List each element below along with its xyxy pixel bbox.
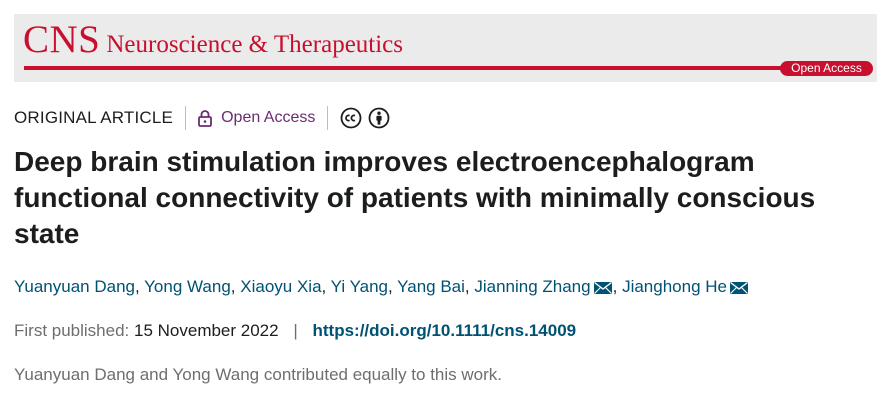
- article-type: ORIGINAL ARTICLE: [14, 108, 174, 127]
- author-link[interactable]: Yuanyuan Dang: [14, 277, 135, 296]
- journal-title: CNS Neuroscience & Therapeutics: [23, 17, 403, 62]
- journal-abbreviation: CNS: [23, 18, 101, 61]
- author-separator: ,: [135, 277, 145, 296]
- author-separator: ,: [230, 277, 241, 296]
- author-separator: ,: [388, 277, 398, 296]
- author-link[interactable]: Jianghong He: [622, 277, 727, 296]
- first-published-date: 15 November 2022: [134, 321, 279, 340]
- doi-link[interactable]: https://doi.org/10.1111/cns.14009: [312, 321, 577, 340]
- divider: [185, 106, 187, 130]
- journal-name: Neuroscience & Therapeutics: [106, 31, 404, 58]
- open-access-badge: Open Access: [780, 61, 873, 76]
- article-title: Deep brain stimulation improves electroe…: [14, 146, 816, 249]
- by-attribution-icon[interactable]: [368, 107, 390, 129]
- open-access-text: Open Access: [221, 109, 316, 126]
- author-link[interactable]: Yi Yang: [330, 277, 389, 296]
- author-link[interactable]: Yong Wang: [144, 277, 231, 296]
- envelope-icon[interactable]: [593, 281, 613, 295]
- article-meta-row: ORIGINAL ARTICLE Open Access: [14, 104, 390, 132]
- cc-icon[interactable]: [340, 107, 362, 129]
- publication-info: First published: 15 November 2022 | http…: [14, 319, 576, 343]
- lock-icon: [198, 110, 212, 127]
- journal-banner[interactable]: CNS Neuroscience & Therapeutics Open Acce…: [14, 14, 877, 82]
- author-link[interactable]: Xiaoyu Xia: [240, 277, 322, 296]
- banner-divider: [24, 66, 804, 70]
- author-list: Yuanyuan Dang, Yong Wang, Xiaoyu Xia, Yi…: [14, 275, 749, 299]
- open-access-label: Open Access: [198, 109, 315, 127]
- author-separator: ,: [321, 277, 331, 296]
- separator: |: [293, 321, 298, 340]
- author-separator: ,: [612, 277, 623, 296]
- divider: [327, 106, 329, 130]
- first-published-label: First published:: [14, 321, 134, 340]
- license-icons[interactable]: [340, 107, 390, 129]
- author-link[interactable]: Yang Bai: [397, 277, 465, 296]
- author-link[interactable]: Jianning Zhang: [474, 277, 591, 296]
- contribution-note: Yuanyuan Dang and Yong Wang contributed …: [14, 365, 502, 384]
- envelope-icon[interactable]: [729, 281, 749, 295]
- author-separator: ,: [464, 277, 475, 296]
